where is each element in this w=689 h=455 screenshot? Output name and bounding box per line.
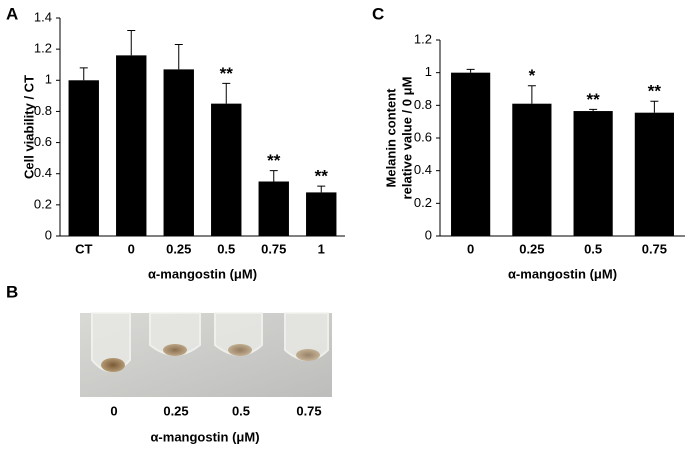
y-tick-label: 0.4 bbox=[34, 165, 52, 180]
y-tick-label: 0.6 bbox=[34, 134, 52, 149]
y-tick-label: 0.2 bbox=[34, 196, 52, 211]
x-tick-label: 1 bbox=[318, 241, 325, 256]
significance: ** bbox=[648, 82, 662, 101]
y-tick-label: 0.6 bbox=[414, 129, 432, 144]
error-bar bbox=[466, 68, 475, 73]
error-bar bbox=[269, 170, 278, 182]
x-tick-label: CT bbox=[75, 241, 92, 256]
y-tick-label: 1 bbox=[425, 64, 432, 79]
y-tick-label: 1.2 bbox=[34, 41, 52, 56]
significance: ** bbox=[587, 90, 601, 109]
x-tick-label: 0.25 bbox=[166, 241, 191, 256]
bar bbox=[116, 55, 147, 236]
x-tick-label: 0.25 bbox=[163, 403, 188, 418]
photo bbox=[80, 312, 332, 397]
y-tick-label: 0.8 bbox=[34, 103, 52, 118]
panel-label: C bbox=[372, 4, 384, 23]
error-bar bbox=[650, 100, 659, 113]
bar bbox=[634, 112, 674, 236]
y-tick-label: 0 bbox=[45, 227, 52, 242]
bar bbox=[451, 72, 491, 237]
bar bbox=[573, 111, 613, 236]
x-axis-label: α-mangostin (μM) bbox=[150, 429, 259, 444]
x-axis-label: α-mangostin (μM) bbox=[508, 266, 617, 281]
significance: ** bbox=[315, 167, 329, 186]
error-bar bbox=[527, 85, 536, 104]
error-bar bbox=[79, 67, 88, 81]
x-tick-label: 0 bbox=[467, 241, 474, 256]
error-bar bbox=[589, 108, 598, 112]
x-tick-label: 0.25 bbox=[519, 241, 544, 256]
y-tick-label: 0 bbox=[425, 227, 432, 242]
error-bar bbox=[174, 43, 183, 70]
y-tick-label: 0.8 bbox=[414, 97, 432, 112]
significance: ** bbox=[267, 151, 281, 170]
significance: ** bbox=[220, 64, 234, 83]
y-axis-label: relative value / 0 μM bbox=[399, 77, 414, 200]
y-tick-label: 1 bbox=[45, 72, 52, 87]
bar bbox=[211, 103, 242, 237]
bar bbox=[68, 80, 99, 237]
y-axis-label: Melanin content bbox=[383, 88, 398, 188]
x-tick-label: 0.75 bbox=[296, 403, 321, 418]
error-bar bbox=[317, 185, 326, 193]
y-tick-label: 1.4 bbox=[34, 9, 52, 24]
panel-label: B bbox=[6, 282, 18, 301]
x-tick-label: 0.75 bbox=[261, 241, 286, 256]
bar bbox=[306, 192, 337, 236]
y-tick-label: 0.4 bbox=[414, 162, 432, 177]
bar bbox=[258, 181, 289, 236]
bar bbox=[512, 103, 552, 236]
x-tick-label: 0 bbox=[110, 403, 117, 418]
y-tick-label: 0.2 bbox=[414, 195, 432, 210]
x-tick-label: 0.5 bbox=[584, 241, 602, 256]
x-tick-label: 0.75 bbox=[642, 241, 667, 256]
x-tick-label: 0.5 bbox=[232, 403, 250, 418]
y-axis-label: Cell viability / CT bbox=[21, 75, 36, 179]
significance: * bbox=[529, 66, 536, 85]
x-axis-label: α-mangostin (μM) bbox=[148, 266, 257, 281]
error-bar bbox=[127, 29, 136, 56]
error-bar bbox=[222, 82, 231, 104]
x-tick-label: 0 bbox=[128, 241, 135, 256]
x-tick-label: 0.5 bbox=[217, 241, 235, 256]
y-tick-label: 1.2 bbox=[414, 31, 432, 46]
panel-label: A bbox=[6, 4, 18, 23]
bar bbox=[163, 69, 194, 236]
